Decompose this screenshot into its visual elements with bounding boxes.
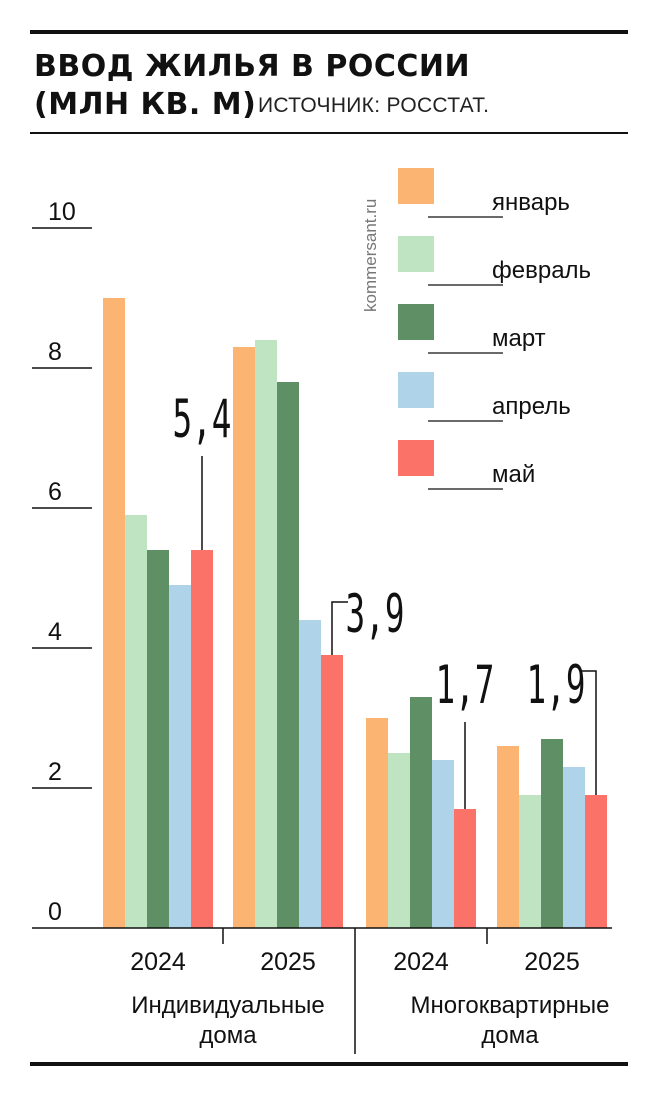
- top-rule: [30, 30, 628, 34]
- y-tick-label-6: 6: [48, 478, 62, 506]
- bar-3-февраль: [388, 753, 410, 928]
- bar-1-март: [147, 550, 169, 928]
- data-label-3: 1,7: [436, 655, 495, 716]
- watermark: kommersant.ru: [361, 199, 380, 312]
- year-label-1: 2024: [130, 948, 186, 976]
- bar-4-апрель: [563, 767, 585, 928]
- bar-4-февраль: [519, 795, 541, 928]
- legend-swatch-март: [398, 304, 434, 340]
- data-label-4: 1,9: [527, 655, 586, 716]
- bar-4-март: [541, 739, 563, 928]
- legend-swatch-апрель: [398, 372, 434, 408]
- category-label-2-line2: дома: [481, 1022, 539, 1049]
- data-label-2: 3,9: [346, 584, 405, 645]
- bar-1-апрель: [169, 585, 191, 928]
- y-tick-label-4: 4: [48, 618, 62, 646]
- y-tick-label-0: 0: [48, 898, 62, 926]
- y-tick-label-2: 2: [48, 758, 62, 786]
- category-label-2-line1: Многоквартирные: [411, 992, 610, 1019]
- bar-2-январь: [233, 347, 255, 928]
- bar-3-январь: [366, 718, 388, 928]
- bar-4-май: [585, 795, 607, 928]
- bar-2-апрель: [299, 620, 321, 928]
- y-tick-label-8: 8: [48, 338, 62, 366]
- category-label-1-line1: Индивидуальные: [131, 992, 325, 1019]
- callout-line-4: [582, 670, 597, 795]
- bar-2-март: [277, 382, 299, 928]
- bar-3-апрель: [432, 760, 454, 928]
- bar-2-май: [321, 655, 343, 928]
- bar-2-февраль: [255, 340, 277, 928]
- y-tick-label-10: 10: [48, 198, 76, 226]
- legend-label-март: март: [492, 325, 546, 352]
- bottom-rule: [30, 1062, 628, 1066]
- bar-1-февраль: [125, 515, 147, 928]
- legend-label-январь: январь: [492, 189, 570, 216]
- callout-line-2: [331, 601, 348, 655]
- chart-title-line2: (МЛН КВ. М): [34, 87, 257, 122]
- year-label-4: 2025: [524, 948, 580, 976]
- legend-swatch-февраль: [398, 236, 434, 272]
- header-rule: [30, 132, 628, 134]
- legend-label-февраль: февраль: [492, 257, 591, 284]
- bar-3-март: [410, 697, 432, 928]
- chart-source: ИСТОЧНИК: РОССТАТ.: [258, 94, 490, 117]
- legend-swatch-май: [398, 440, 434, 476]
- category-label-1-line2: дома: [199, 1022, 257, 1049]
- bar-1-январь: [103, 298, 125, 928]
- bar-4-январь: [497, 746, 519, 928]
- bar-1-май: [191, 550, 213, 928]
- chart-title-line1: ВВОД ЖИЛЬЯ В РОССИИ: [34, 49, 471, 84]
- data-label-1: 5,4: [173, 389, 232, 450]
- year-label-3: 2024: [393, 948, 449, 976]
- bar-3-май: [454, 809, 476, 928]
- legend-label-май: май: [492, 461, 535, 488]
- legend-swatch-январь: [398, 168, 434, 204]
- legend-label-апрель: апрель: [492, 393, 571, 420]
- year-label-2: 2025: [260, 948, 316, 976]
